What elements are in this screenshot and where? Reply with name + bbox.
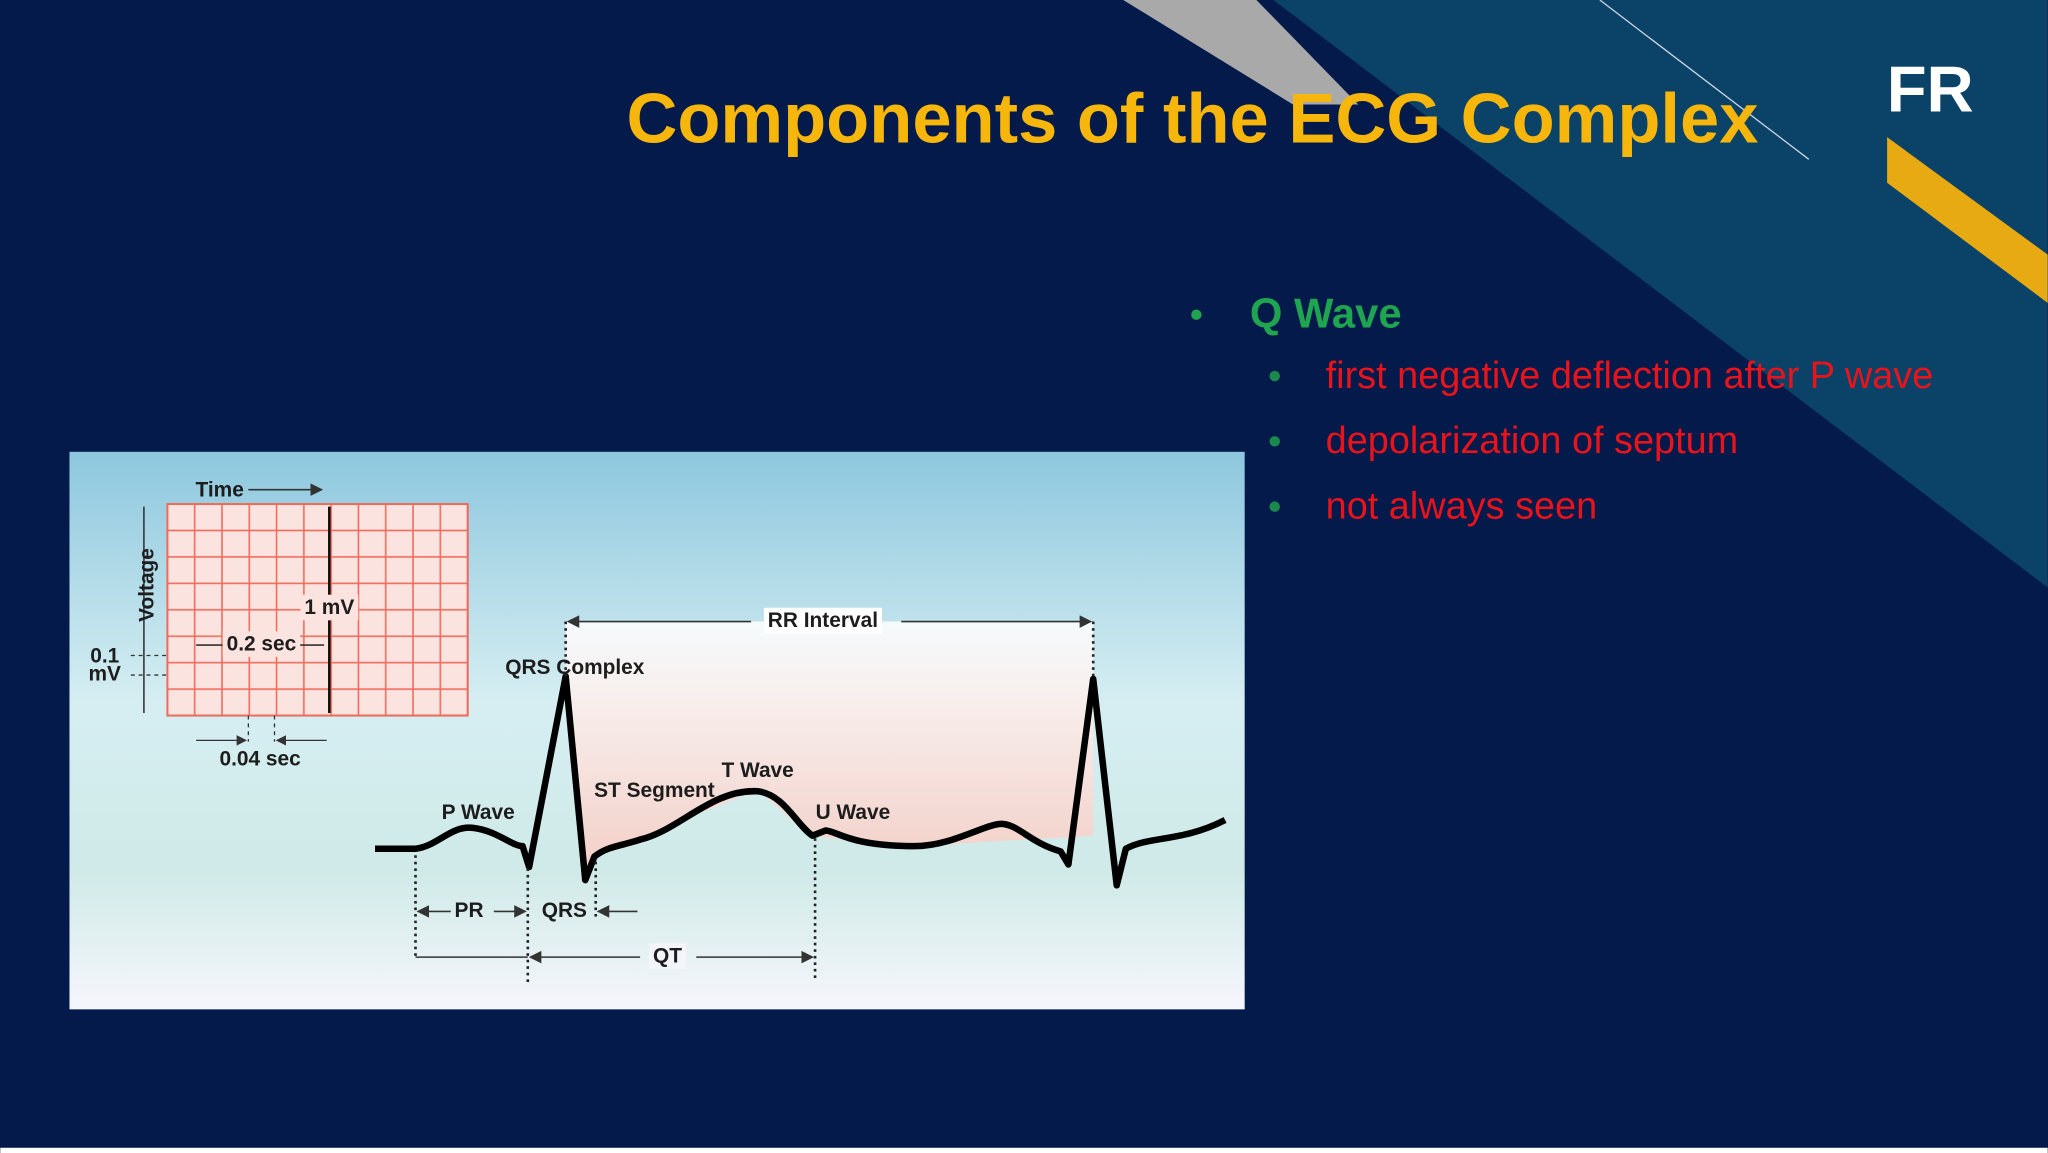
title: Components of the ECG Complex bbox=[626, 79, 1758, 158]
sub-bullet: first negative deflection after P wave bbox=[1191, 351, 2001, 401]
figure-label: RR Interval bbox=[768, 609, 878, 632]
figure-label: QRS bbox=[542, 899, 587, 922]
bottom-edge bbox=[0, 1147, 2048, 1153]
label-backdrop bbox=[300, 594, 359, 621]
sub-bullet-text: depolarization of septum bbox=[1325, 420, 1739, 463]
bullet-dot bbox=[1269, 436, 1280, 447]
ecg-trace bbox=[375, 673, 1227, 889]
figure-label: P Wave bbox=[442, 801, 515, 824]
bullet-dot bbox=[1269, 501, 1280, 512]
ecg-figure: Time 1 mV 0.2 sec 0.04 sec RR Interval QRS Co… bbox=[69, 451, 1245, 1010]
bullet: Q Wave bbox=[1191, 290, 2001, 338]
logo: FR bbox=[1887, 52, 1974, 125]
sub-bullet-text: first negative deflection after P wave bbox=[1325, 355, 1934, 397]
label-backdrop bbox=[763, 607, 882, 634]
label-backdrop bbox=[649, 943, 687, 969]
sub-bullet: depolarization of septum bbox=[1191, 417, 2001, 467]
figure-label: U Wave bbox=[816, 801, 891, 824]
figure-label: ST Segment bbox=[594, 779, 715, 802]
sub-bullet: not always seen bbox=[1191, 482, 2001, 532]
bullet-list: Q Wave first negative deflection after P … bbox=[1191, 290, 2001, 532]
figure-label: QT bbox=[653, 945, 682, 968]
bullet-dot bbox=[1191, 308, 1202, 320]
figure-label: 0.04 sec bbox=[219, 747, 300, 770]
decor-line bbox=[1599, 0, 1810, 160]
decor-gold bbox=[1887, 137, 2048, 303]
figure-label: mV bbox=[88, 663, 121, 686]
decor-gray bbox=[1123, 0, 1359, 105]
figure-label: 0.1 bbox=[90, 644, 119, 667]
dotted-guides bbox=[414, 621, 1095, 982]
sub-bullet-text: not always seen bbox=[1325, 485, 1598, 528]
bullet-dot bbox=[1269, 370, 1280, 382]
figure-label: 1 mV bbox=[304, 596, 354, 619]
figure-label: QRS Complex bbox=[505, 656, 645, 679]
label-backdrop bbox=[222, 631, 301, 657]
decor-band bbox=[1273, 0, 2048, 588]
figure-label: Voltage bbox=[135, 548, 158, 622]
bullet-area: Q Wave first negative deflection after P … bbox=[1191, 290, 2001, 532]
figure-label: 0.2 sec bbox=[227, 633, 297, 656]
figure-label: Time bbox=[195, 478, 243, 501]
figure-label: T Wave bbox=[721, 759, 793, 782]
interval-arrows bbox=[415, 615, 1093, 964]
bullet-text: Q Wave bbox=[1249, 289, 1402, 337]
figure-label: PR bbox=[455, 899, 484, 922]
